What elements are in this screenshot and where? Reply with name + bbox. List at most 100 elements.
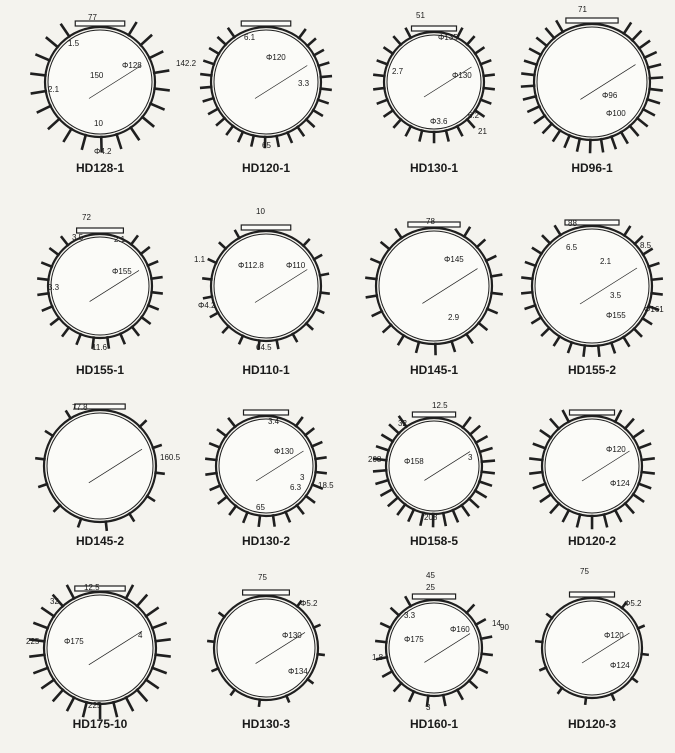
cooling-fin	[583, 696, 588, 706]
dimension-label: Φ96	[602, 91, 618, 100]
diameter-leader	[88, 65, 142, 99]
cooling-fin	[51, 593, 65, 608]
cooling-fin	[396, 333, 406, 346]
dimension-label: Φ5.2	[624, 599, 642, 608]
cooling-fin	[138, 33, 153, 47]
cooling-fin	[397, 415, 409, 429]
shell-inner-ring	[50, 236, 150, 336]
cooling-fin	[596, 344, 601, 358]
cooling-fin	[575, 137, 582, 152]
cooling-fin	[467, 678, 479, 690]
shell-inner-ring	[213, 29, 319, 135]
cooling-fin	[375, 444, 391, 453]
mounting-base	[564, 219, 620, 226]
cooling-fin	[484, 254, 497, 263]
dimension-label: 6.5	[566, 243, 578, 252]
mounting-base	[74, 20, 126, 27]
profile-title: HD155-2	[568, 363, 616, 377]
dimension-label: 88	[568, 219, 577, 228]
cooling-fin	[464, 332, 474, 345]
shell-inner-ring	[218, 418, 314, 514]
cooling-fin	[524, 303, 537, 311]
cooling-fin	[314, 456, 327, 461]
cooling-fin	[372, 457, 388, 462]
cooling-fin	[462, 226, 472, 239]
cooling-fin	[118, 332, 127, 345]
cooling-fin	[241, 510, 250, 524]
cooling-fin	[210, 666, 220, 673]
cooling-fin	[602, 512, 609, 528]
cooling-fin	[311, 108, 324, 118]
cooling-fin	[404, 27, 413, 40]
cooling-fin	[455, 688, 464, 701]
dimension-label: 2.7	[392, 67, 404, 76]
cooling-fin	[291, 332, 299, 343]
profile-drawing-hd158-5: 12.5 32 Φ158 3 208 208 HD158-5	[368, 401, 496, 548]
cooling-fin	[539, 492, 553, 504]
cooling-fin	[365, 276, 378, 281]
cooling-fin	[524, 260, 538, 268]
dimension-label: 4	[138, 631, 143, 640]
cooling-fin	[455, 124, 464, 137]
cooling-fin	[65, 584, 76, 601]
cooling-fin	[631, 428, 645, 440]
profile-title: HD155-1	[76, 363, 124, 377]
cooling-fin	[636, 624, 646, 631]
dimension-label: 6.2	[468, 111, 480, 120]
dimension-label: 225	[26, 637, 40, 646]
cooling-fin	[30, 72, 47, 77]
cooling-fin	[545, 612, 554, 620]
cooling-fin	[523, 59, 539, 67]
shell-inner-ring	[213, 233, 319, 339]
shell-outer-ring	[384, 598, 484, 698]
profile-drawing-hd128-1: 77 1.5 150 Φ128 142.2 2.1 10 Φ4.2 HD128-1	[30, 13, 197, 175]
cooling-fin	[310, 440, 323, 449]
cooling-fin	[62, 127, 74, 143]
cooling-fin	[209, 311, 220, 319]
cooling-fin	[551, 128, 562, 143]
dimension-label: 90	[500, 623, 509, 632]
cooling-fin	[207, 257, 218, 265]
profile-title: HD160-1	[410, 717, 458, 731]
cooling-fin	[135, 593, 149, 608]
profile-title: HD130-3	[242, 717, 290, 731]
cooling-fin	[630, 29, 643, 43]
cooling-fin	[632, 326, 643, 338]
cooling-fin	[479, 58, 492, 66]
profile-drawing-hd110-1: 10 1.1 Φ112.8 Φ110 Φ4.2 64.5 HD110-1	[194, 207, 330, 377]
cooling-fin	[637, 482, 652, 490]
cooling-fin	[549, 417, 561, 431]
dimension-label: Φ4.2	[198, 301, 216, 310]
cooling-fin	[45, 36, 60, 49]
cooling-fin	[208, 46, 221, 56]
cooling-fin	[623, 417, 635, 431]
cooling-fin	[206, 639, 216, 644]
cooling-fin	[531, 246, 544, 256]
dimension-label: 2.9	[448, 313, 460, 322]
mounting-base	[242, 409, 290, 416]
cooling-fin	[650, 291, 663, 296]
cooling-fin	[249, 134, 256, 147]
cooling-fin	[374, 639, 388, 644]
cooling-fin	[59, 23, 72, 39]
cooling-fin	[316, 61, 330, 68]
dimension-label: Φ120	[606, 445, 626, 454]
dimension-label: 21	[478, 127, 487, 136]
cooling-fin	[115, 132, 123, 150]
mounting-base	[410, 25, 458, 32]
cooling-fin	[154, 638, 171, 643]
shell-outer-ring	[532, 22, 652, 142]
cooling-fin	[541, 121, 554, 135]
dimension-label: 3.5	[610, 291, 622, 300]
cooling-fin	[294, 416, 304, 428]
cooling-fin	[40, 261, 54, 269]
cooling-fin	[369, 257, 383, 265]
cooling-fin	[34, 53, 52, 63]
cooling-fin	[237, 334, 245, 345]
cooling-fin	[480, 652, 494, 657]
cooling-fin	[371, 309, 384, 318]
shell-inner-ring	[388, 420, 480, 512]
cooling-fin	[528, 457, 544, 462]
dimension-label: 77.8	[72, 403, 88, 412]
cooling-fin	[65, 695, 76, 712]
